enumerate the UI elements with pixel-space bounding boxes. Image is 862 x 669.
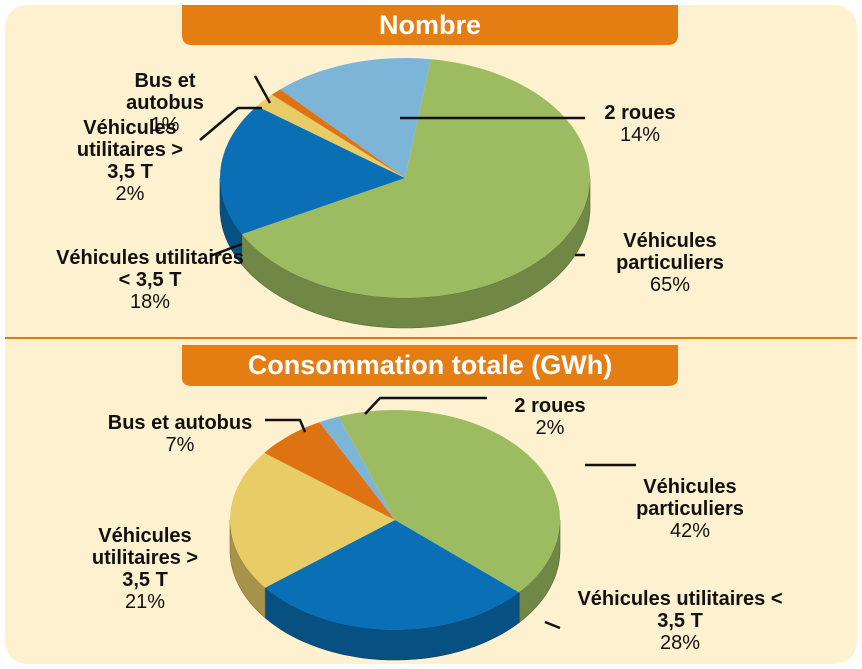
slice-label: Véhicules utilitaires < 3,5 T 18% [50, 247, 250, 313]
pie-slice [319, 416, 395, 520]
slice-label: 2 roues 2% [500, 395, 600, 439]
category-label: Véhicules utilitaires > 3,5 T [76, 117, 184, 183]
category-label: Bus et autobus [126, 70, 204, 114]
value-label: 2% [535, 417, 565, 439]
category-label: Bus et autobus [107, 412, 253, 434]
pie-slice [338, 410, 560, 593]
value-label: 18% [129, 291, 171, 313]
value-label: 1% [150, 114, 180, 136]
slice-label: Bus et autobus 1% [95, 70, 235, 136]
value-label: 2% [115, 183, 145, 205]
category-label: 2 roues [604, 102, 676, 124]
value-label: 65% [649, 274, 691, 296]
leader-lines [199, 75, 636, 630]
slice-label: Véhicules particuliers 65% [600, 230, 740, 296]
slice-label: Véhicules particuliers 42% [620, 476, 760, 542]
category-label: Véhicules particuliers [616, 230, 724, 274]
pie-slice [271, 89, 405, 178]
category-label: Véhicules utilitaires < 3,5 T [577, 588, 783, 632]
slice-label: 2 roues 14% [590, 102, 690, 146]
category-label: Véhicules utilitaires < 3,5 T [56, 247, 244, 291]
value-label: 21% [124, 591, 166, 613]
pie-slice [280, 58, 431, 178]
value-label: 14% [619, 124, 661, 146]
title-banner [182, 5, 678, 45]
category-label: 2 roues [514, 395, 586, 417]
pie-slice [265, 520, 520, 630]
category-label: Véhicules utilitaires > 3,5 T [91, 525, 199, 591]
value-label: 42% [669, 520, 711, 542]
slice-label: Véhicules utilitaires > 3,5 T 2% [75, 117, 185, 205]
pie-slice [230, 452, 395, 588]
chart-title: Nombre [379, 10, 481, 40]
slice-label: Véhicules utilitaires < 3,5 T 28% [570, 588, 790, 654]
panel [5, 5, 857, 664]
pie-slice [264, 422, 395, 520]
slice-label: Véhicules utilitaires > 3,5 T 21% [80, 525, 210, 613]
value-label: 7% [165, 434, 195, 456]
value-label: 28% [659, 632, 701, 654]
category-label: Véhicules particuliers [636, 476, 744, 520]
chart-title: Consommation totale (GWh) [248, 350, 612, 380]
title-banner [182, 345, 678, 386]
slice-label: Bus et autobus 7% [95, 412, 265, 456]
pie-slice [256, 94, 405, 178]
pie-slice [220, 106, 405, 235]
